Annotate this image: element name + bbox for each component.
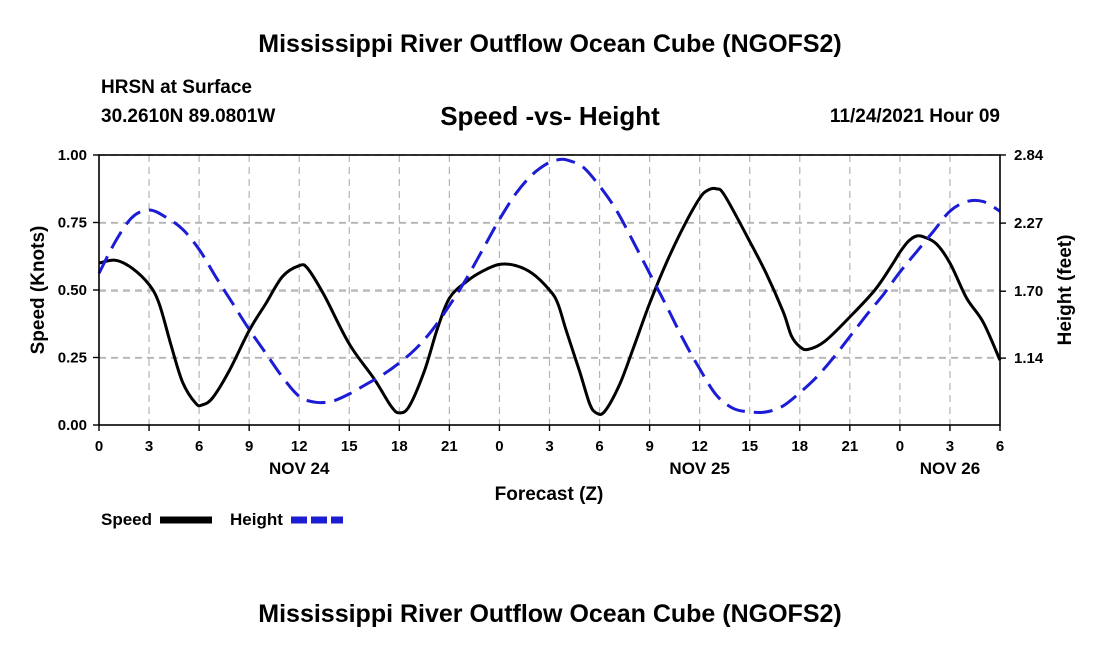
x-tick-label: 15: [741, 438, 758, 455]
chart-ticks: 0 3 6 9 12 15 18 21 0 3 6 9 12 15 18 21 0 3 6 0.00 0.25 0.50 0…: [58, 147, 1044, 478]
y-tick-label: 1.00: [58, 147, 87, 164]
x-tick-label: 3: [545, 438, 553, 455]
station-coordinates: 30.2610N 89.0801W: [101, 106, 276, 127]
x-tick-label: 0: [896, 438, 904, 455]
y2-tick-label: 1.70: [1014, 283, 1043, 300]
x-tick-label: 3: [145, 438, 153, 455]
speed-legend-label: Speed: [101, 510, 152, 529]
x-tick-label: 12: [691, 438, 708, 455]
x-tick-label: 3: [946, 438, 954, 455]
station-label: HRSN at Surface: [101, 77, 252, 98]
x-tick-label: 12: [291, 438, 308, 455]
x-tick-label: 9: [645, 438, 653, 455]
x-tick-label: 21: [841, 438, 858, 455]
x-tick-label: 15: [341, 438, 358, 455]
y2-tick-label: 2.27: [1014, 215, 1043, 232]
date-label: NOV 25: [669, 459, 729, 478]
chart-legend: Speed Height: [101, 510, 343, 529]
height-legend-label: Height: [230, 510, 283, 529]
x-tick-label: 18: [791, 438, 808, 455]
x-tick-label: 21: [441, 438, 458, 455]
chart-main-title: Mississippi River Outflow Ocean Cube (NG…: [258, 30, 842, 58]
speed-series-line: [98, 186, 1002, 416]
y-tick-label: 0.50: [58, 282, 87, 299]
x-axis-label: Forecast (Z): [495, 484, 604, 505]
y-axis-label: Speed (Knots): [28, 226, 49, 355]
x-tick-label: 0: [495, 438, 503, 455]
x-tick-label: 9: [245, 438, 253, 455]
x-tick-label: 0: [95, 438, 103, 455]
x-tick-label: 6: [595, 438, 603, 455]
x-tick-label: 6: [996, 438, 1004, 455]
date-label: NOV 24: [269, 459, 330, 478]
y-tick-label: 0.25: [58, 350, 87, 367]
forecast-datetime: 11/24/2021 Hour 09: [829, 106, 1000, 127]
x-tick-label: 6: [195, 438, 203, 455]
date-label: NOV 26: [920, 459, 980, 478]
chart-series: [97, 157, 1002, 416]
x-tick-label: 18: [391, 438, 408, 455]
height-series-line: [97, 157, 1001, 414]
y2-tick-label: 2.84: [1014, 147, 1044, 164]
y-tick-label: 0.00: [58, 417, 87, 434]
y2-tick-label: 1.14: [1014, 350, 1044, 367]
footer-title: Mississippi River Outflow Ocean Cube (NG…: [258, 600, 842, 628]
y-tick-label: 0.75: [58, 215, 87, 232]
chart-subtitle: Speed -vs- Height: [440, 101, 660, 131]
y2-axis-label: Height (feet): [1055, 235, 1076, 346]
